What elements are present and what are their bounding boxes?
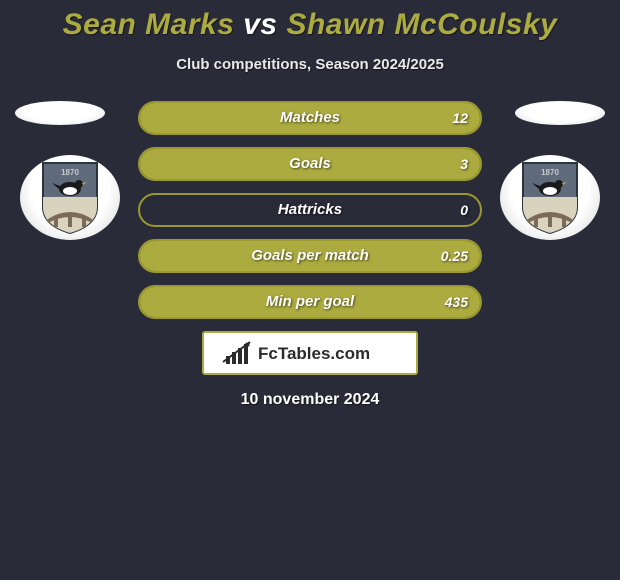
vs-text: vs <box>243 8 277 41</box>
club-shield-icon: 1870 <box>520 159 580 235</box>
stat-bar-row: Matches12 <box>138 101 482 135</box>
player2-name: Shawn McCoulsky <box>286 8 557 41</box>
svg-text:1870: 1870 <box>541 168 559 177</box>
stat-bar-label: Matches <box>140 103 480 133</box>
stat-bar-label: Goals <box>140 149 480 179</box>
fctables-logo-icon: FcTables.com <box>220 338 400 368</box>
brand-banner[interactable]: FcTables.com <box>202 331 418 375</box>
svg-text:1870: 1870 <box>61 168 79 177</box>
stat-bar-value-right: 0 <box>460 195 468 225</box>
stat-bar-label: Goals per match <box>140 241 480 271</box>
club-shield-icon: 1870 <box>40 159 100 235</box>
player1-club-crest: 1870 <box>20 155 120 240</box>
stat-bar-row: Min per goal435 <box>138 285 482 319</box>
svg-text:FcTables.com: FcTables.com <box>258 344 370 363</box>
stat-bar-row: Goals3 <box>138 147 482 181</box>
stat-bar-row: Goals per match0.25 <box>138 239 482 273</box>
player2-club-crest: 1870 <box>500 155 600 240</box>
stats-stage: 1870 1870 Matches12 Goals3 Hattricks0 Goals… <box>0 101 620 319</box>
player2-marker-oval <box>515 101 605 125</box>
subtitle-text: Club competitions, Season 2024/2025 <box>0 56 620 73</box>
date-text: 10 november 2024 <box>0 391 620 409</box>
stat-bar-value-right: 0.25 <box>441 241 468 271</box>
stat-bar-value-right: 12 <box>452 103 468 133</box>
stat-bars-container: Matches12 Goals3 Hattricks0 Goals per match… <box>138 101 482 319</box>
player1-marker-oval <box>15 101 105 125</box>
stat-bar-label: Min per goal <box>140 287 480 317</box>
stat-bar-row: Hattricks0 <box>138 193 482 227</box>
player1-name: Sean Marks <box>63 8 235 41</box>
stat-bar-value-right: 3 <box>460 149 468 179</box>
stat-bar-value-right: 435 <box>445 287 468 317</box>
comparison-title: Sean Marks vs Shawn McCoulsky <box>0 0 620 42</box>
stat-bar-label: Hattricks <box>140 195 480 225</box>
